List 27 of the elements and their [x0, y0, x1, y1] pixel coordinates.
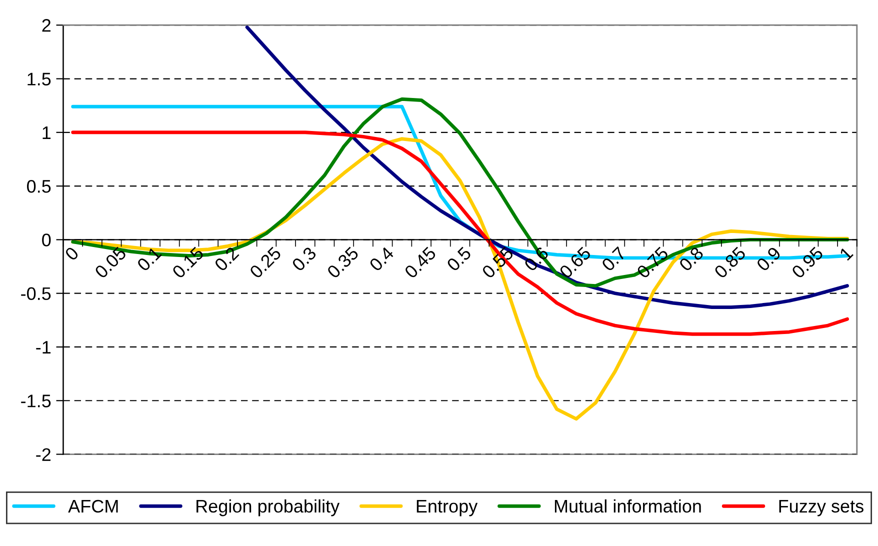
y-tick-label: -0.5 [21, 287, 51, 300]
x-tick-label: 1 [839, 246, 854, 261]
x-tick-label: 0.5 [446, 246, 472, 272]
y-tick-label: 2 [42, 19, 51, 32]
x-tick-label: 0.2 [214, 246, 240, 272]
legend-label: AFCM [68, 500, 118, 513]
legend-label: Fuzzy sets [779, 500, 864, 516]
legend-label: Mutual information [554, 499, 701, 513]
x-tick-label: 0.85 [714, 246, 746, 279]
x-tick-label: 0 [64, 246, 80, 262]
y-tick-label: 0 [42, 234, 51, 246]
x-tick-label: 0.6 [524, 246, 550, 272]
y-tick-label: 1.5 [28, 72, 51, 86]
y-tick-label: -1 [36, 341, 51, 354]
x-tick-label: 0.3 [291, 246, 317, 272]
legend-label: Region probability [196, 499, 340, 516]
x-tick-label: 0.9 [756, 246, 782, 272]
y-tick-label: 1 [42, 126, 51, 139]
y-tick-label: -2 [36, 448, 51, 461]
y-tick-label: -1.5 [21, 394, 51, 408]
x-tick-label: 0.05 [94, 246, 127, 279]
x-tick-label: 0.7 [600, 246, 627, 272]
x-tick-label: 0.8 [678, 246, 704, 272]
x-tick-label: 0.1 [136, 246, 162, 272]
legend-label: Entropy [416, 500, 478, 516]
x-tick-label: 0.4 [368, 246, 395, 272]
y-tick-label: 0.5 [27, 180, 51, 193]
